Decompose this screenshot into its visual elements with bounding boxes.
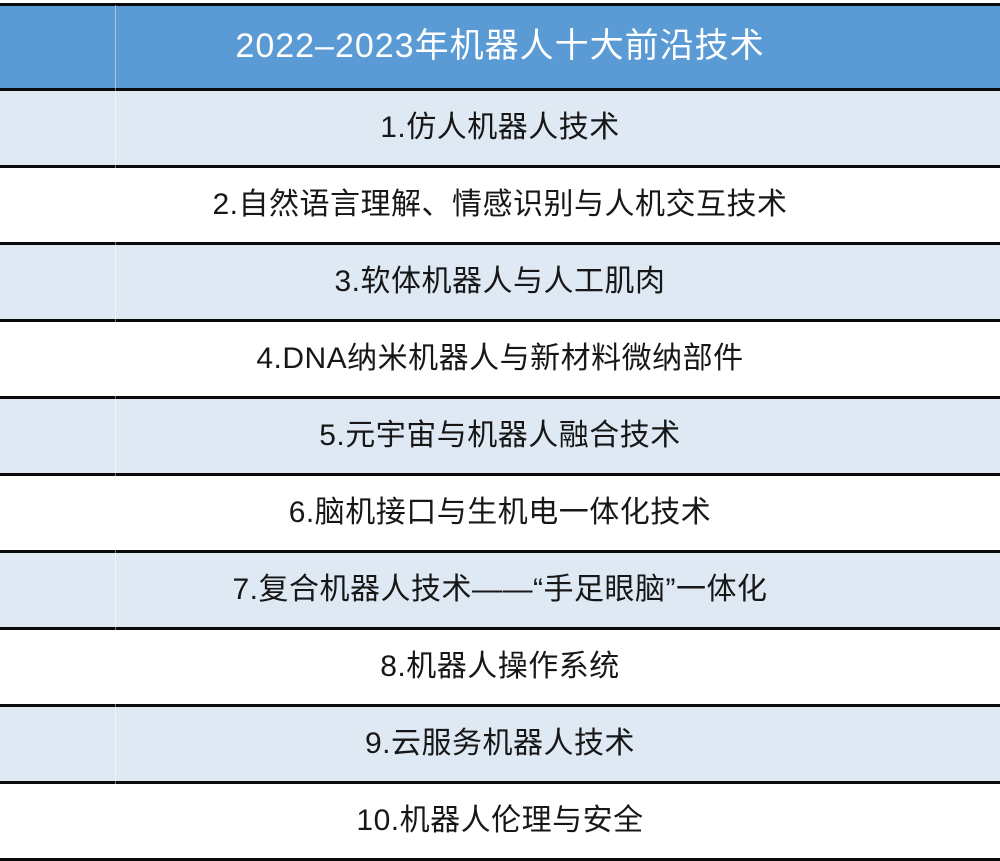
technology-item-5[interactable]: 5.元宇宙与机器人融合技术 <box>0 396 1000 476</box>
table-row[interactable]: 7.复合机器人技术——“手足眼脑”一体化 <box>0 550 1000 630</box>
table-row[interactable]: 8.机器人操作系统 <box>0 627 1000 707</box>
table-row[interactable]: 3.软体机器人与人工肌肉 <box>0 242 1000 322</box>
table-row[interactable]: 5.元宇宙与机器人融合技术 <box>0 396 1000 476</box>
table-header-row: 2022–2023年机器人十大前沿技术 <box>0 3 1000 91</box>
table-row[interactable]: 9.云服务机器人技术 <box>0 704 1000 784</box>
technology-item-1[interactable]: 1.仿人机器人技术 <box>0 88 1000 168</box>
technology-item-6[interactable]: 6.脑机接口与生机电一体化技术 <box>0 473 1000 553</box>
technology-item-3[interactable]: 3.软体机器人与人工肌肉 <box>0 242 1000 322</box>
technology-item-7[interactable]: 7.复合机器人技术——“手足眼脑”一体化 <box>0 550 1000 630</box>
table-row[interactable]: 6.脑机接口与生机电一体化技术 <box>0 473 1000 553</box>
technology-item-8[interactable]: 8.机器人操作系统 <box>0 627 1000 707</box>
table-title-cell: 2022–2023年机器人十大前沿技术 <box>0 3 1000 91</box>
technology-item-10[interactable]: 10.机器人伦理与安全 <box>0 781 1000 861</box>
technology-item-4[interactable]: 4.DNA纳米机器人与新材料微纳部件 <box>0 319 1000 399</box>
table-row[interactable]: 4.DNA纳米机器人与新材料微纳部件 <box>0 319 1000 399</box>
technology-item-9[interactable]: 9.云服务机器人技术 <box>0 704 1000 784</box>
table-row[interactable]: 10.机器人伦理与安全 <box>0 781 1000 861</box>
technology-item-2[interactable]: 2.自然语言理解、情感识别与人机交互技术 <box>0 165 1000 245</box>
table-row[interactable]: 1.仿人机器人技术 <box>0 88 1000 168</box>
top-technologies-table: 2022–2023年机器人十大前沿技术 1.仿人机器人技术 2.自然语言理解、情… <box>0 3 1000 861</box>
table-row[interactable]: 2.自然语言理解、情感识别与人机交互技术 <box>0 165 1000 245</box>
table-body: 2022–2023年机器人十大前沿技术 1.仿人机器人技术 2.自然语言理解、情… <box>0 3 1000 861</box>
